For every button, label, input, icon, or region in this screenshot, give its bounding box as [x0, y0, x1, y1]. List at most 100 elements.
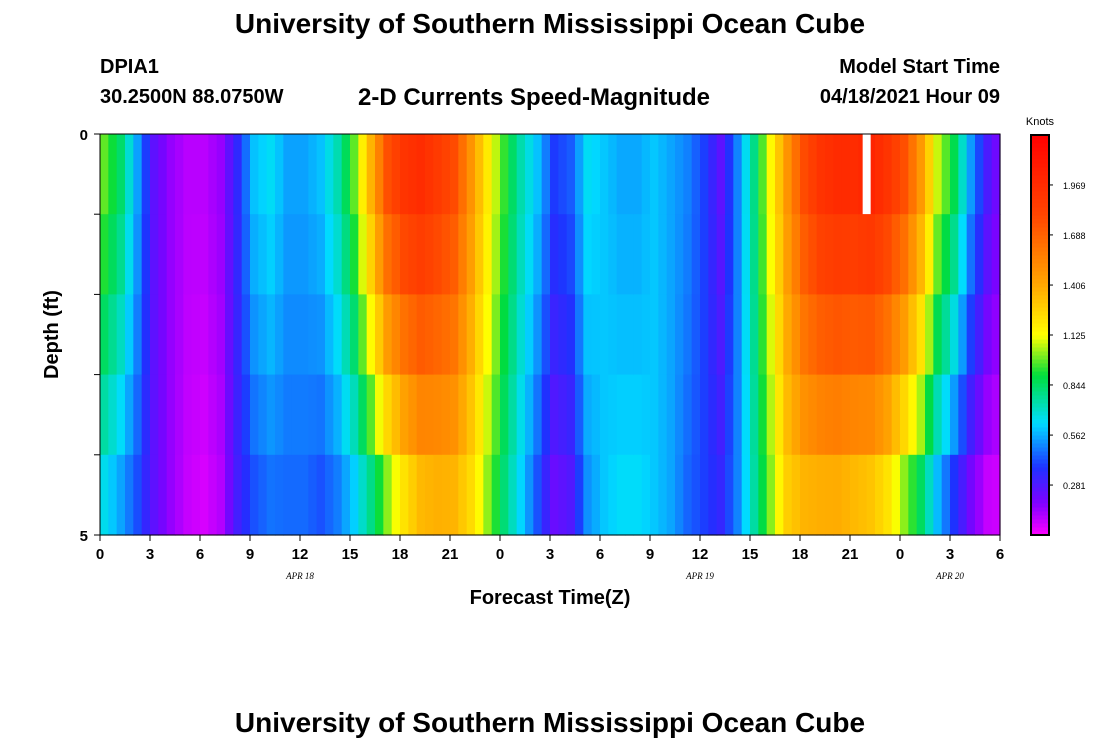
y-tick-label: 5 — [80, 528, 88, 545]
heatmap-cell — [741, 134, 751, 215]
heatmap-cell — [983, 214, 993, 295]
heatmap-cell — [733, 454, 743, 536]
colorbar-cell — [1031, 207, 1049, 212]
heatmap-cell — [616, 374, 626, 456]
heatmap-cell — [700, 134, 709, 215]
heatmap-cell — [350, 214, 359, 295]
heatmap-cell — [158, 214, 168, 295]
colorbar-cell — [1031, 339, 1049, 344]
heatmap-cell — [991, 214, 1001, 295]
heatmap-cell — [200, 294, 209, 376]
heatmap-cell — [816, 214, 826, 295]
heatmap-cell — [941, 374, 951, 456]
heatmap-cell — [508, 454, 518, 536]
heatmap-cell — [166, 294, 176, 376]
heatmap-cell — [875, 454, 884, 536]
heatmap-cell — [550, 374, 559, 456]
colorbar-cell — [1031, 391, 1049, 396]
heatmap-cell — [758, 454, 768, 536]
heatmap-cell — [216, 134, 226, 215]
heatmap-cell — [200, 454, 209, 536]
heatmap-cell — [625, 134, 634, 215]
heatmap-cell — [850, 294, 859, 376]
heatmap-cell — [941, 294, 951, 376]
heatmap-cell — [358, 214, 368, 295]
heatmap-cell — [408, 374, 418, 456]
colorbar-cell — [1031, 351, 1049, 356]
heatmap-cell — [675, 134, 684, 215]
heatmap-cell — [825, 454, 834, 536]
heatmap-cell — [441, 214, 451, 295]
heatmap-cell — [416, 294, 426, 376]
heatmap-cell — [450, 134, 459, 215]
heatmap-cell — [400, 454, 409, 536]
heatmap-cell — [308, 454, 318, 536]
heatmap-cell — [300, 374, 309, 456]
heatmap-cell — [958, 454, 968, 536]
date-label: APR 20 — [935, 571, 964, 581]
station-coordinates: 30.2500N 88.0750W — [100, 86, 284, 108]
heatmap-cell — [450, 294, 459, 376]
heatmap-cell — [916, 134, 926, 215]
heatmap-cell — [200, 374, 209, 456]
heatmap-cell — [275, 454, 284, 536]
heatmap-cell — [366, 294, 376, 376]
heatmap-cell — [991, 454, 1001, 536]
heatmap-cell — [541, 454, 551, 536]
heatmap-cell — [775, 454, 784, 536]
colorbar-cell — [1031, 395, 1049, 400]
heatmap-cell — [108, 214, 118, 295]
heatmap-cell — [625, 294, 634, 376]
x-tick-label: 18 — [792, 546, 809, 563]
heatmap-cell — [933, 294, 943, 376]
heatmap-cell — [241, 374, 251, 456]
heatmap-cell — [841, 374, 851, 456]
heatmap-cell — [841, 214, 851, 295]
heatmap-cell — [408, 294, 418, 376]
colorbar-cell — [1031, 147, 1049, 152]
colorbar-cell — [1031, 223, 1049, 228]
heatmap-cell — [325, 214, 334, 295]
heatmap-cell — [675, 294, 684, 376]
heatmap-cell — [191, 214, 201, 295]
heatmap-cell — [916, 454, 926, 536]
heatmap-cell — [650, 294, 659, 376]
y-tick-label: 0 — [80, 127, 88, 144]
heatmap-cell — [400, 294, 409, 376]
heatmap-cell — [291, 374, 301, 456]
colorbar-cell — [1031, 139, 1049, 144]
heatmap-cell — [458, 134, 468, 215]
colorbar-cell — [1031, 435, 1049, 440]
heatmap-cell — [483, 214, 493, 295]
x-tick-label: 12 — [692, 546, 709, 563]
heatmap-cell — [891, 214, 901, 295]
heatmap-cell — [600, 374, 609, 456]
heatmap-cell — [500, 454, 509, 536]
heatmap-cell — [583, 214, 593, 295]
heatmap-cell — [500, 294, 509, 376]
heatmap-cell — [275, 134, 284, 215]
heatmap-cell — [441, 454, 451, 536]
heatmap-cell — [516, 134, 526, 215]
heatmap-cell — [991, 374, 1001, 456]
station-id: DPIA1 — [100, 56, 159, 78]
heatmap-cell — [716, 294, 726, 376]
x-tick-label: 6 — [596, 546, 604, 563]
heatmap-cell — [325, 454, 334, 536]
heatmap-cell — [216, 374, 226, 456]
heatmap-cell — [908, 294, 918, 376]
colorbar-cell — [1031, 375, 1049, 380]
heatmap-cell — [691, 214, 701, 295]
heatmap-cell — [625, 214, 634, 295]
colorbar-cell — [1031, 231, 1049, 236]
heatmap-cell — [425, 294, 434, 376]
heatmap-cell — [566, 134, 576, 215]
heatmap-cell — [266, 374, 276, 456]
footer-title: University of Southern Mississippi Ocean… — [234, 707, 866, 738]
heatmap-cell — [391, 294, 401, 376]
heatmap-cell — [150, 454, 159, 536]
colorbar-cell — [1031, 287, 1049, 292]
heatmap-cell — [100, 374, 109, 456]
heatmap-cell — [416, 214, 426, 295]
